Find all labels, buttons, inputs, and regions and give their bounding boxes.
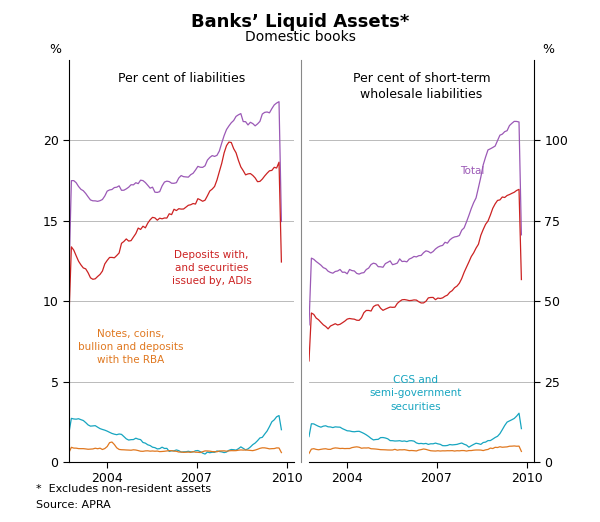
Text: %: %: [542, 43, 554, 56]
Text: Total: Total: [460, 166, 485, 176]
Text: Source: APRA: Source: APRA: [36, 500, 111, 510]
Text: %: %: [49, 43, 61, 56]
Text: Per cent of short-term
wholesale liabilities: Per cent of short-term wholesale liabili…: [353, 72, 490, 101]
Text: Domestic books: Domestic books: [245, 30, 355, 44]
Text: Notes, coins,
bullion and deposits
with the RBA: Notes, coins, bullion and deposits with …: [78, 328, 183, 365]
Text: CGS and
semi-government
securities: CGS and semi-government securities: [370, 375, 461, 411]
Text: Banks’ Liquid Assets*: Banks’ Liquid Assets*: [191, 13, 409, 31]
Text: *  Excludes non-resident assets: * Excludes non-resident assets: [36, 484, 211, 494]
Text: Per cent of liabilities: Per cent of liabilities: [118, 72, 245, 85]
Text: Deposits with,
and securities
issued by, ADIs: Deposits with, and securities issued by,…: [172, 250, 251, 286]
